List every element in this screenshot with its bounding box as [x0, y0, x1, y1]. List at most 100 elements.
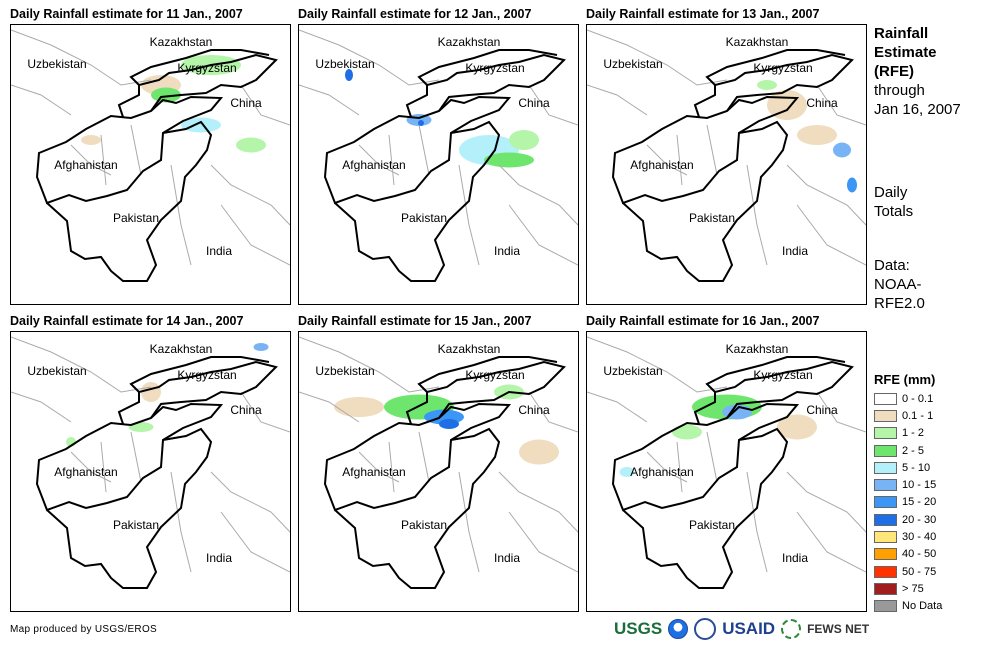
source-line: Data: [874, 257, 910, 274]
country-label-uzbekistan: Uzbekistan [315, 57, 375, 71]
map-canvas [11, 29, 290, 282]
central-asia-borders [693, 356, 854, 425]
country-label-kyrgyzstan: Kyrgyzstan [177, 368, 237, 382]
map-canvas [11, 336, 290, 589]
country-label-afghanistan: Afghanistan [630, 465, 694, 479]
rainfall-area [847, 177, 857, 193]
rainfall-map-panel: Kazakhstan Uzbekistan Kyrgyzstan China Afgha… [586, 331, 867, 612]
rainfall-area [833, 142, 851, 158]
country-label-uzbekistan: Uzbekistan [315, 364, 375, 378]
legend-swatch [874, 531, 897, 544]
rainfall-map-panel: Kazakhstan Uzbekistan Kyrgyzstan China Afgha… [298, 24, 579, 305]
country-label-china: China [806, 96, 838, 110]
country-label-kyrgyzstan: Kyrgyzstan [753, 61, 813, 75]
legend-swatch [874, 513, 897, 526]
country-label-afghanistan: Afghanistan [342, 465, 406, 479]
legend-item: 40 - 50 [874, 546, 942, 563]
rainfall-area [151, 87, 181, 103]
rainfall-area [236, 137, 266, 153]
country-label-pakistan: Pakistan [112, 518, 160, 532]
legend-item: 10 - 15 [874, 476, 942, 493]
legend-item: 1 - 2 [874, 425, 942, 442]
logo-bar: USGS USAID FEWS NET [614, 618, 869, 640]
legend-label: 0 - 0.1 [902, 392, 934, 405]
country-label-india: India [781, 244, 809, 258]
central-asia-borders [693, 49, 854, 118]
rainfall-area [519, 439, 559, 465]
legend-item: 0 - 0.1 [874, 390, 942, 407]
map-canvas [299, 336, 578, 589]
country-label-uzbekistan: Uzbekistan [603, 57, 663, 71]
legend-label: 2 - 5 [902, 444, 925, 457]
rainfall-map-panel: Kazakhstan Uzbekistan Kyrgyzstan China Afgha… [10, 331, 291, 612]
through-date: Jan 16, 2007 [874, 101, 961, 118]
country-label-kazakhstan: Kazakhstan [437, 35, 501, 49]
country-label-kyrgyzstan: Kyrgyzstan [177, 61, 237, 75]
rainfall-area [797, 125, 837, 145]
country-label-kazakhstan: Kazakhstan [149, 342, 213, 356]
country-label-afghanistan: Afghanistan [54, 158, 118, 172]
figure-heading: Rainfall Estimate (RFE) through Jan 16, … [874, 24, 961, 119]
country-label-india: India [781, 551, 809, 565]
afghanistan-border [35, 402, 224, 512]
country-label-uzbekistan: Uzbekistan [603, 364, 663, 378]
map-canvas [587, 336, 866, 589]
country-label-pakistan: Pakistan [688, 211, 736, 225]
legend-label: 50 - 75 [902, 565, 937, 578]
country-label-kazakhstan: Kazakhstan [725, 35, 789, 49]
afghanistan-border [611, 402, 800, 512]
noaa-logo [668, 619, 689, 639]
legend-label: 0.1 - 1 [902, 409, 934, 422]
country-label-china: China [518, 403, 550, 417]
heading-line: Estimate [874, 44, 937, 61]
rainfall-area [418, 120, 424, 126]
legend-item: 20 - 30 [874, 511, 942, 528]
period-line: Daily [874, 184, 908, 201]
through-text: through [874, 82, 925, 99]
rainfall-area [128, 422, 154, 432]
country-label-india: India [205, 551, 233, 565]
legend-swatch [874, 565, 897, 578]
legend-label: > 75 [902, 582, 924, 595]
legend: RFE (mm) 0 - 0.1 0.1 - 1 1 - 2 2 - 5 5 - 10 1… [874, 372, 942, 615]
country-label-uzbekistan: Uzbekistan [27, 364, 87, 378]
map-title: Daily Rainfall estimate for 13 Jan., 200… [586, 7, 820, 21]
country-label-pakistan: Pakistan [688, 518, 736, 532]
central-asia-borders [117, 49, 278, 118]
legend-label: 10 - 15 [902, 479, 937, 492]
rainfall-area [509, 130, 539, 150]
legend-label: 30 - 40 [902, 531, 937, 544]
legend-item: 30 - 40 [874, 528, 942, 545]
country-label-india: India [205, 244, 233, 258]
country-label-china: China [806, 403, 838, 417]
source-line: RFE2.0 [874, 295, 925, 312]
map-canvas [587, 29, 866, 282]
country-label-pakistan: Pakistan [400, 211, 448, 225]
pakistan-border [622, 120, 789, 282]
rainfall-area [141, 382, 161, 402]
rainfall-area [181, 117, 221, 133]
pakistan-border [622, 427, 789, 589]
country-label-afghanistan: Afghanistan [342, 158, 406, 172]
rainfall-area [672, 424, 702, 440]
afghanistan-border [323, 402, 512, 512]
rainfall-map-panel: Kazakhstan Uzbekistan Kyrgyzstan China Afgha… [586, 24, 867, 305]
pakistan-border [46, 120, 213, 282]
rainfall-area [439, 419, 459, 429]
province-borders [299, 29, 578, 266]
source-line: NOAA- [874, 276, 922, 293]
legend-swatch [874, 409, 897, 422]
country-label-china: China [230, 96, 262, 110]
fews-globe-icon [781, 619, 802, 639]
legend-swatch [874, 496, 897, 509]
legend-title: RFE (mm) [874, 372, 936, 387]
legend-label: 1 - 2 [902, 427, 925, 440]
rainfall-area [345, 69, 353, 81]
province-borders [587, 336, 866, 573]
legend-swatch [874, 479, 897, 492]
period-label: Daily Totals [874, 183, 913, 221]
legend-label: No Data [902, 600, 943, 613]
afghanistan-border [323, 95, 512, 205]
country-label-kyrgyzstan: Kyrgyzstan [753, 368, 813, 382]
